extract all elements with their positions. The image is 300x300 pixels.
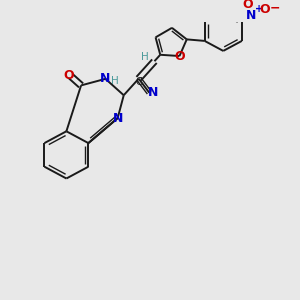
- Text: N: N: [148, 86, 158, 99]
- Text: +: +: [255, 4, 263, 14]
- Text: H: H: [110, 76, 118, 86]
- Text: O: O: [242, 0, 253, 11]
- Text: O: O: [174, 50, 185, 62]
- Text: O: O: [64, 69, 74, 82]
- Text: C: C: [135, 77, 142, 87]
- Text: N: N: [112, 112, 123, 124]
- Text: O: O: [260, 3, 270, 16]
- Text: H: H: [141, 52, 149, 62]
- Text: N: N: [246, 9, 256, 22]
- Text: N: N: [100, 72, 111, 85]
- Text: −: −: [270, 2, 280, 14]
